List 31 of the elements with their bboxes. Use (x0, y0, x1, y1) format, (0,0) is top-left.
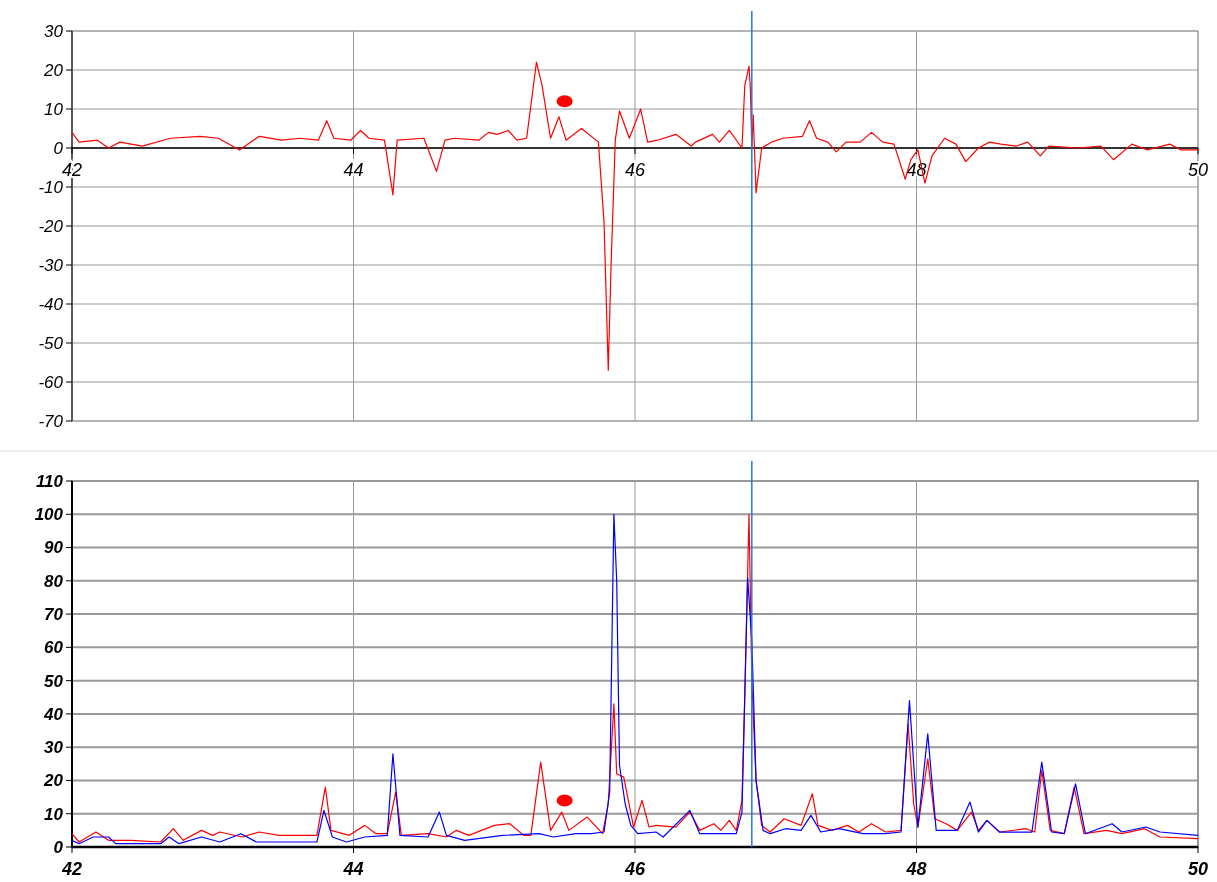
y-tick-label: -50 (38, 333, 64, 353)
y-tick-label: -70 (38, 411, 64, 431)
y-tick-label: 60 (44, 638, 64, 658)
y-tick-label: -20 (38, 216, 64, 236)
x-tick-label: 46 (624, 160, 646, 180)
y-tick-label: 110 (35, 471, 64, 491)
x-tick-label: 42 (60, 859, 83, 879)
x-tick-label: 50 (1187, 160, 1209, 180)
y-tick-label: 30 (44, 21, 64, 41)
y-tick-label: -60 (38, 372, 64, 392)
y-tick-label: 70 (44, 605, 64, 625)
y-tick-label: 30 (44, 738, 64, 758)
x-tick-label: 44 (343, 160, 364, 180)
y-tick-label: -40 (38, 294, 64, 314)
y-tick-label: 80 (44, 571, 64, 591)
y-tick-label: 50 (44, 671, 64, 691)
y-tick-label: -10 (38, 177, 64, 197)
x-tick-label: 48 (905, 859, 927, 879)
y-tick-label: 10 (44, 804, 64, 824)
x-tick-label: 44 (342, 859, 364, 879)
y-tick-label: 0 (53, 837, 64, 857)
y-tick-label: 20 (43, 60, 64, 80)
y-tick-label: 90 (44, 538, 64, 558)
x-tick-label: 50 (1187, 859, 1209, 879)
y-tick-label: 0 (53, 138, 64, 158)
y-tick-label: -30 (38, 255, 64, 275)
y-tick-label: 100 (34, 505, 64, 525)
y-tick-label: 10 (44, 99, 64, 119)
x-tick-label: 46 (623, 859, 646, 879)
y-tick-label: 40 (43, 704, 64, 724)
y-tick-label: 20 (43, 771, 64, 791)
